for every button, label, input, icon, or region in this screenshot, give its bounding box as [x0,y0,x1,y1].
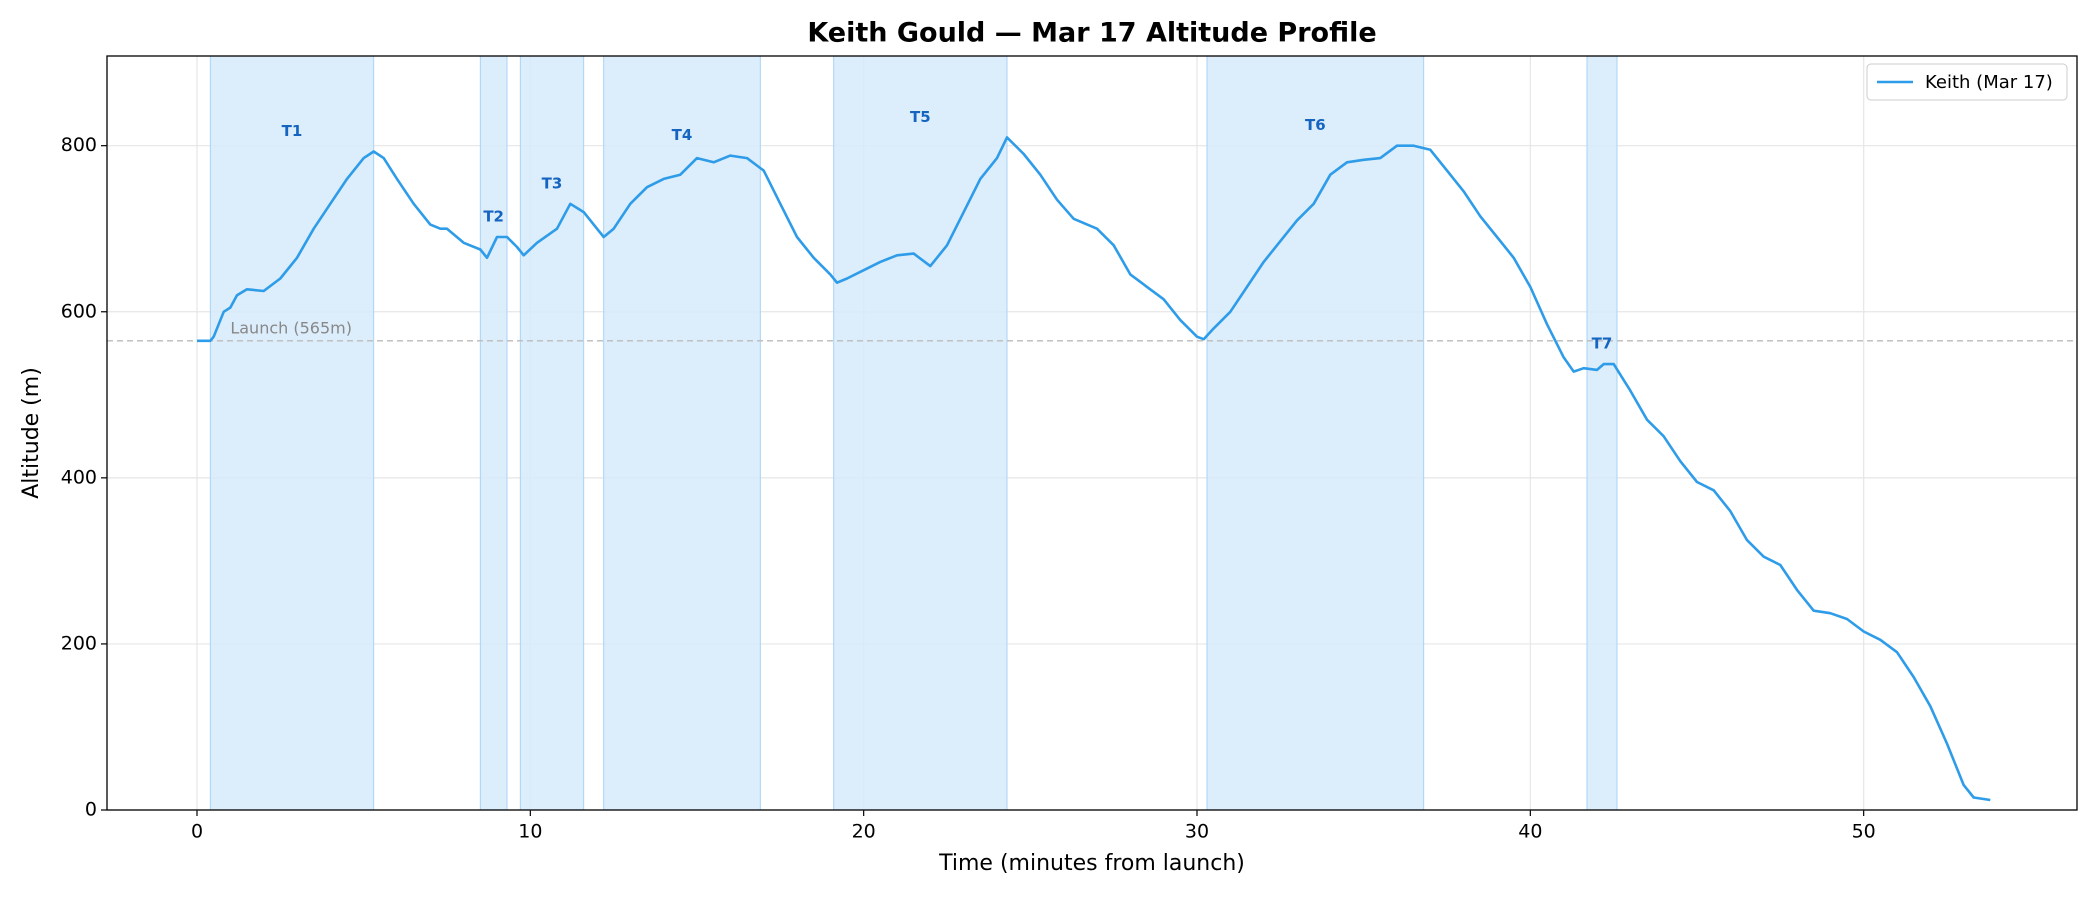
x-tick-label: 10 [518,821,542,843]
thermal-label: T1 [282,122,303,140]
thermal-label: T6 [1305,116,1326,134]
y-tick-label: 200 [61,632,97,654]
y-axis-label: Altitude (m) [19,367,44,499]
x-axis-label: Time (minutes from launch) [938,851,1245,876]
thermal-label: T4 [672,126,693,144]
thermal-band [519,55,585,811]
thermal-band [209,55,375,811]
x-tick-label: 0 [191,821,203,843]
y-tick-label: 400 [61,466,97,488]
thermal-label: T2 [483,208,504,226]
altitude-line [197,136,1991,802]
chart-title: Keith Gould — Mar 17 Altitude Profile [807,18,1376,49]
thermal-band [1206,55,1425,811]
legend-box [1866,63,2068,101]
thermal-band [603,55,761,811]
thermal-band [479,55,508,811]
x-tick-label: 30 [1185,821,1209,843]
thermal-band [833,55,1008,811]
y-tick-label: 0 [85,799,97,821]
plot-frame [106,55,2078,811]
x-tick-label: 50 [1852,821,1876,843]
x-tick-label: 20 [852,821,876,843]
y-tick-label: 800 [61,134,97,156]
launch-label: Launch (565m) [230,318,352,337]
thermal-band [1586,55,1618,811]
x-tick-label: 40 [1518,821,1542,843]
thermal-label: T3 [542,174,563,192]
legend-label: Keith (Mar 17) [1925,72,2053,93]
thermal-label: T7 [1592,335,1613,353]
thermal-label: T5 [910,108,931,126]
y-tick-label: 600 [61,300,97,322]
